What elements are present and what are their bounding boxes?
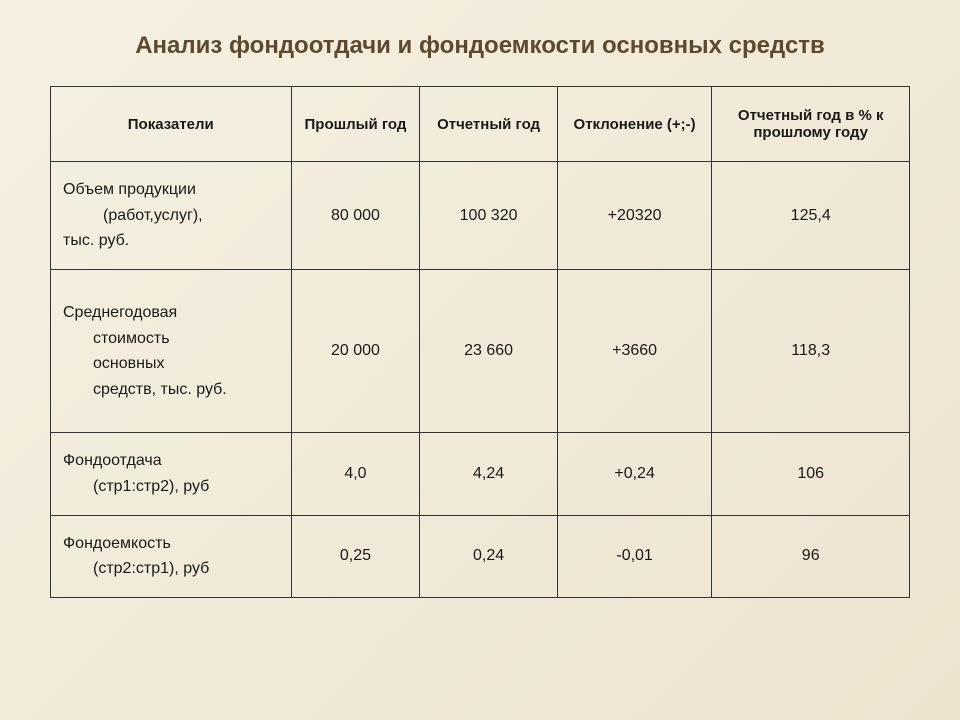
page-title: Анализ фондоотдачи и фондоемкости основн… xyxy=(50,30,910,61)
cell-indicator: Объем продукции (работ,услуг), тыс. руб. xyxy=(51,162,292,270)
cell-deviation: +3660 xyxy=(557,269,712,432)
col-header-deviation: Отклонение (+;-) xyxy=(557,87,712,162)
cell-deviation: +0,24 xyxy=(557,433,712,515)
cell-deviation: -0,01 xyxy=(557,515,712,597)
cell-percent: 125,4 xyxy=(712,162,910,270)
table-row: Фондоемкость (стр2:стр1), руб 0,25 0,24 … xyxy=(51,515,910,597)
col-header-prev-year: Прошлый год xyxy=(291,87,420,162)
cell-percent: 106 xyxy=(712,433,910,515)
analysis-table: Показатели Прошлый год Отчетный год Откл… xyxy=(50,86,910,598)
cell-report-year: 0,24 xyxy=(420,515,557,597)
cell-percent: 118,3 xyxy=(712,269,910,432)
cell-deviation: +20320 xyxy=(557,162,712,270)
table-header-row: Показатели Прошлый год Отчетный год Откл… xyxy=(51,87,910,162)
cell-percent: 96 xyxy=(712,515,910,597)
cell-prev-year: 20 000 xyxy=(291,269,420,432)
cell-report-year: 100 320 xyxy=(420,162,557,270)
col-header-indicator: Показатели xyxy=(51,87,292,162)
cell-report-year: 4,24 xyxy=(420,433,557,515)
col-header-percent: Отчетный год в % к прошлому году xyxy=(712,87,910,162)
cell-indicator: Фондоемкость (стр2:стр1), руб xyxy=(51,515,292,597)
col-header-report-year: Отчетный год xyxy=(420,87,557,162)
cell-indicator: Фондоотдача (стр1:стр2), руб xyxy=(51,433,292,515)
table-row: Среднегодовая стоимость основных средств… xyxy=(51,269,910,432)
table-row: Объем продукции (работ,услуг), тыс. руб.… xyxy=(51,162,910,270)
cell-indicator: Среднегодовая стоимость основных средств… xyxy=(51,269,292,432)
cell-prev-year: 4,0 xyxy=(291,433,420,515)
table-row: Фондоотдача (стр1:стр2), руб 4,0 4,24 +0… xyxy=(51,433,910,515)
cell-prev-year: 80 000 xyxy=(291,162,420,270)
cell-prev-year: 0,25 xyxy=(291,515,420,597)
cell-report-year: 23 660 xyxy=(420,269,557,432)
